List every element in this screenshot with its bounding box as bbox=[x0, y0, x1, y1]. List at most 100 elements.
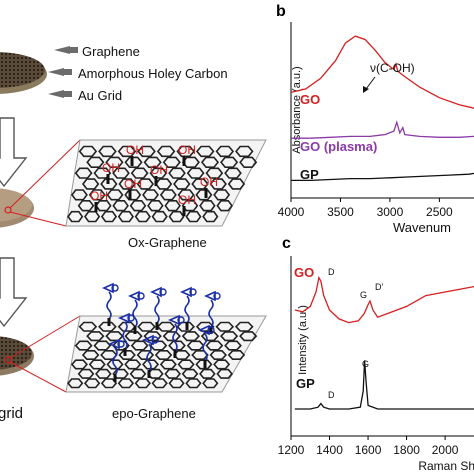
linker-chain bbox=[208, 299, 214, 328]
hex-ring bbox=[213, 189, 231, 201]
hex-ring bbox=[136, 349, 155, 361]
hex-ring bbox=[100, 210, 118, 223]
hex-ring bbox=[118, 178, 136, 190]
hex-lattice bbox=[67, 145, 258, 223]
linker-ring bbox=[189, 288, 197, 296]
hex-ring bbox=[186, 167, 205, 179]
linker-head bbox=[168, 314, 180, 326]
hex-ring bbox=[195, 145, 215, 158]
hex-ring bbox=[177, 189, 195, 201]
hex-ring bbox=[168, 167, 186, 179]
hex-ring bbox=[173, 349, 191, 361]
c-peak-go-g: G bbox=[360, 290, 367, 300]
hex-ring bbox=[130, 340, 149, 351]
oh-label: OH bbox=[102, 161, 120, 175]
hex-ring bbox=[106, 359, 124, 370]
hex-ring bbox=[215, 145, 235, 158]
hex-ring bbox=[185, 378, 202, 389]
hex-ring bbox=[77, 200, 95, 212]
c-x-ticks: 1200 1400 1600 1800 2000 bbox=[278, 436, 459, 457]
hex-ring bbox=[117, 145, 137, 158]
hex-ring bbox=[216, 368, 233, 379]
hex-ring bbox=[117, 378, 135, 389]
hex-ring bbox=[227, 178, 246, 190]
hex-ring bbox=[205, 167, 224, 179]
series-line bbox=[294, 275, 474, 324]
b-annotation-arrow bbox=[363, 76, 376, 93]
linker-ring bbox=[177, 316, 185, 324]
linker-head bbox=[150, 286, 162, 298]
linker-chain bbox=[202, 333, 208, 362]
zoom-origin bbox=[4, 206, 12, 214]
hex-ring bbox=[105, 156, 124, 168]
linker-ring bbox=[137, 292, 145, 300]
hex-ring bbox=[84, 210, 101, 223]
hex-ring bbox=[143, 331, 162, 342]
hex-ring bbox=[154, 349, 173, 361]
hex-ring bbox=[70, 359, 88, 370]
hex-ring bbox=[137, 145, 156, 158]
hex-ring bbox=[200, 156, 220, 168]
hex-ring bbox=[112, 167, 130, 179]
hex-ring bbox=[168, 210, 185, 223]
oh-label: OH bbox=[178, 143, 196, 157]
hex-ring bbox=[95, 368, 112, 379]
hex-ring bbox=[86, 331, 105, 342]
hex-ring bbox=[195, 359, 213, 370]
series-line bbox=[291, 120, 474, 139]
hex-ring bbox=[239, 156, 258, 168]
hex-ring bbox=[147, 368, 164, 379]
linker-head bbox=[128, 290, 140, 302]
hex-ring bbox=[162, 331, 181, 342]
hex-ring bbox=[209, 178, 227, 190]
hex-ring bbox=[215, 321, 235, 332]
linker-ring bbox=[151, 336, 159, 344]
linker-chain bbox=[106, 291, 112, 320]
hex-ring bbox=[176, 145, 195, 158]
hex-ring bbox=[216, 200, 233, 212]
x-tick-label: 4000 bbox=[278, 205, 305, 219]
hex-ring bbox=[106, 189, 124, 201]
hydroxyl-groups: OH OH OH OH OH OH OH OH bbox=[90, 143, 218, 216]
hex-ring bbox=[224, 167, 242, 179]
callout-au-grid: Au Grid bbox=[78, 88, 122, 103]
grid-label: grid bbox=[0, 405, 23, 422]
hex-ring bbox=[177, 359, 195, 370]
hex-ring bbox=[191, 178, 209, 190]
linker-ring bbox=[213, 292, 221, 300]
linker-ring bbox=[207, 326, 215, 334]
hex-ring bbox=[134, 378, 151, 389]
hex-ring bbox=[78, 145, 98, 158]
c-peak-gp-g: G bbox=[362, 359, 369, 369]
hex-ring bbox=[181, 200, 199, 212]
linker-ring bbox=[117, 340, 125, 348]
c-y-axis-label: Intensity (a.u.) bbox=[297, 305, 309, 375]
panel-label-b: b bbox=[276, 3, 286, 20]
hex-ring bbox=[74, 340, 93, 351]
hex-ring bbox=[129, 200, 147, 212]
hex-ring bbox=[81, 349, 100, 361]
hex-ring bbox=[88, 359, 106, 370]
hex-ring bbox=[227, 349, 246, 361]
b-annotation: ν(C-OH) bbox=[370, 61, 415, 75]
callout-arrow-graphene bbox=[54, 46, 78, 54]
hex-ring bbox=[181, 156, 200, 168]
x-tick-label: 1800 bbox=[393, 443, 420, 457]
c-peak-go-d: D bbox=[328, 267, 335, 277]
c-series-label-go: GO bbox=[294, 265, 314, 280]
hex-ring bbox=[67, 210, 84, 223]
zoom-line bbox=[9, 361, 67, 393]
hex-ring bbox=[234, 321, 254, 332]
process-arrow-1 bbox=[0, 117, 28, 188]
hex-ring bbox=[185, 210, 202, 223]
hex-ring bbox=[147, 200, 164, 212]
hex-ring bbox=[117, 210, 134, 223]
x-tick-label: 3000 bbox=[377, 205, 404, 219]
hex-ring bbox=[164, 200, 181, 212]
hex-ring bbox=[199, 368, 216, 379]
panel-label-c: c bbox=[282, 235, 291, 252]
linker-head bbox=[180, 286, 192, 298]
x-tick-label: 1600 bbox=[355, 443, 382, 457]
hex-ring bbox=[199, 200, 216, 212]
